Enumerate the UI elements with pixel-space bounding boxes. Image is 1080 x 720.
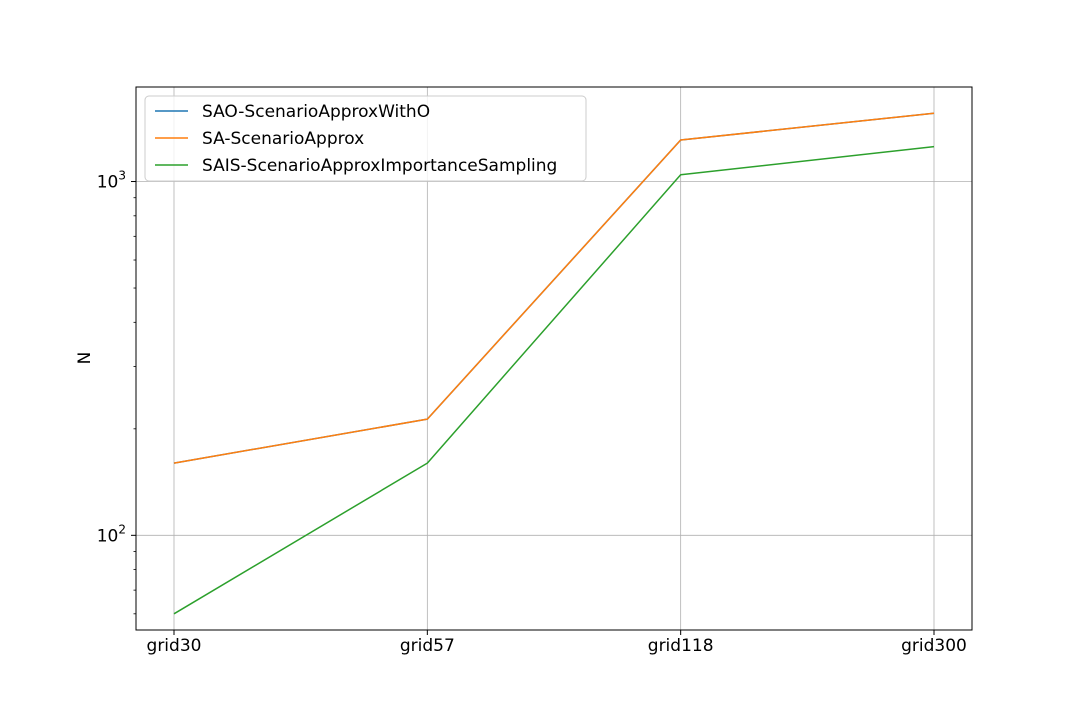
series-line-1: [173, 112, 935, 464]
x-tick-label: grid30: [147, 636, 202, 656]
x-tick-label: grid118: [648, 636, 714, 656]
x-tick-label: grid300: [901, 636, 967, 656]
plot-series: [173, 112, 935, 615]
y-tick-base: 10: [97, 526, 119, 546]
legend-label-1: SA-ScenarioApprox: [202, 129, 364, 149]
y-tick-base: 10: [97, 173, 119, 193]
legend: SAO-ScenarioApproxWithO SA-ScenarioApprox…: [144, 95, 587, 182]
y-tick-label: 102: [97, 522, 126, 546]
legend-label-2: SAIS-ScenarioApproxImportanceSampling: [202, 156, 557, 176]
y-tick-exponent: 3: [118, 169, 126, 183]
series-line-2: [173, 145, 935, 615]
y-axis-label: N: [75, 352, 95, 365]
y-tick-exponent: 2: [118, 522, 126, 536]
x-axis-ticks: grid30 grid57 grid118 grid300: [147, 630, 967, 656]
y-tick-label: 103: [97, 169, 126, 193]
legend-label-0: SAO-ScenarioApproxWithO: [202, 102, 430, 122]
x-tick-label: grid57: [400, 636, 455, 656]
plot-area-frame: [135, 86, 973, 631]
legend-box: [144, 95, 587, 182]
